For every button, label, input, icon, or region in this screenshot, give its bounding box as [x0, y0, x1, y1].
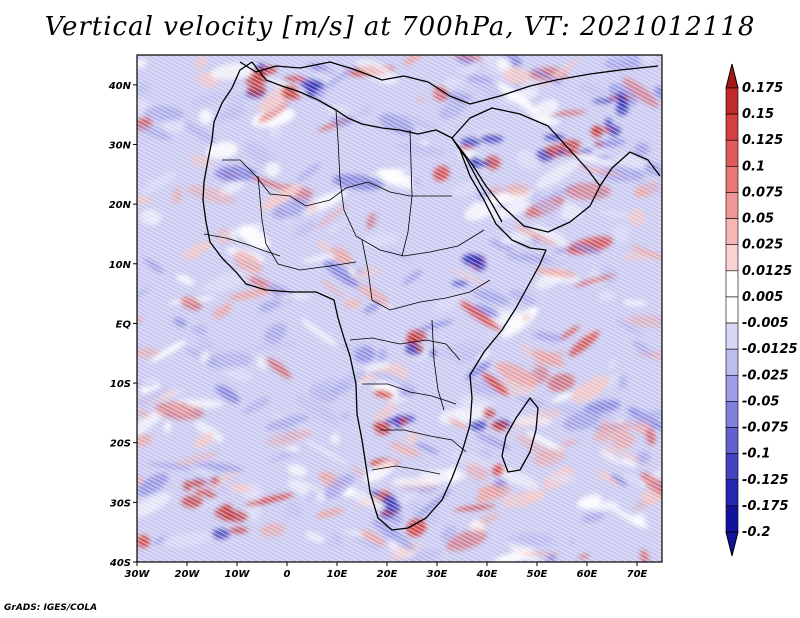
y-tick-label: 30S [110, 498, 131, 509]
x-tick-label: 0 [284, 569, 291, 580]
colorbar-label: -0.2 [742, 525, 770, 540]
colorbar-label: 0.175 [742, 81, 783, 96]
colorbar-label: 0.05 [742, 212, 774, 227]
colorbar-label: 0.1 [742, 159, 765, 174]
y-tick-label: 10N [109, 260, 132, 271]
x-tick-label: 10E [327, 569, 348, 580]
field-texture [137, 55, 662, 562]
colorbar-swatch [725, 453, 739, 481]
y-axis: 40N 30N 20N 10N EQ 10S 20S 30S 40S [108, 81, 137, 569]
colorbar-swatch [725, 479, 739, 507]
colorbar-label: -0.005 [742, 316, 789, 331]
colorbar-swatch [725, 401, 739, 428]
colorbar-swatch [725, 270, 739, 298]
colorbar-swatch [725, 427, 739, 454]
x-tick-label: 50E [527, 569, 548, 580]
colorbar-label: 0.15 [742, 107, 774, 122]
plot-area [137, 55, 662, 562]
credit-label: GrADS: IGES/COLA [4, 603, 98, 613]
colorbar-swatch [725, 244, 739, 272]
colorbar-label: -0.175 [742, 499, 789, 514]
colorbar-swatch [725, 166, 739, 193]
colorbar-swatch [725, 374, 739, 402]
colorbar-extend-bottom [725, 531, 739, 557]
y-tick-label: 10S [110, 379, 131, 390]
colorbar: 0.175 0.15 0.125 0.1 0.075 0.05 0.025 0.0125 0.0… [725, 63, 798, 557]
y-tick-label: 40N [108, 81, 132, 92]
coastlines [202, 61, 661, 531]
y-tick-label: 20N [109, 200, 132, 211]
colorbar-swatch [725, 348, 739, 376]
asia-coastline [599, 151, 661, 187]
plot-frame [136, 54, 663, 563]
x-axis: 30W 20W 10W 0 10E 20E 30E 40E 50E 60E 70E [125, 562, 648, 580]
colorbar-swatch [725, 322, 739, 350]
x-tick-label: 60E [577, 569, 598, 580]
africa-coastline [202, 61, 547, 531]
red-sea [451, 137, 503, 223]
colorbar-label: 0.005 [742, 290, 783, 305]
arabia-coastline [451, 107, 601, 233]
y-tick-label: 40S [109, 558, 131, 569]
madagascar-coastline [501, 397, 539, 473]
colorbar-label: -0.075 [742, 421, 789, 436]
colorbar-swatch [725, 296, 739, 324]
x-tick-label: 30E [427, 569, 448, 580]
y-tick-label: 20S [110, 439, 131, 450]
europe-coastline [239, 61, 659, 105]
colorbar-swatch [725, 139, 739, 167]
x-tick-label: 40E [476, 569, 498, 580]
colorbar-label: 0.025 [742, 238, 783, 253]
x-tick-label: 20E [377, 569, 398, 580]
colorbar-swatch [725, 218, 739, 246]
colorbar-label: 0.075 [742, 185, 783, 200]
colorbar-label: -0.025 [742, 368, 789, 383]
chart-title: Vertical velocity [m/s] at 700hPa, VT: 2… [44, 12, 756, 42]
x-tick-label: 70E [627, 569, 648, 580]
x-tick-label: 10W [225, 569, 251, 580]
colorbar-label: 0.0125 [742, 264, 792, 279]
colorbar-label: -0.1 [742, 447, 770, 462]
x-tick-label: 30W [125, 569, 151, 580]
y-tick-label: EQ [116, 319, 132, 330]
colorbar-swatch [725, 192, 739, 219]
colorbar-extend-top [725, 63, 739, 89]
colorbar-label: 0.125 [742, 133, 783, 148]
colorbar-swatch [725, 505, 739, 533]
colorbar-label: -0.05 [742, 394, 779, 409]
colorbar-label: -0.125 [742, 473, 789, 488]
colorbar-swatch [725, 87, 739, 115]
country-borders [203, 109, 491, 475]
colorbar-label: -0.0125 [742, 342, 798, 357]
colorbar-swatch [725, 113, 739, 141]
x-tick-label: 20W [175, 569, 201, 580]
y-tick-label: 30N [109, 140, 132, 151]
